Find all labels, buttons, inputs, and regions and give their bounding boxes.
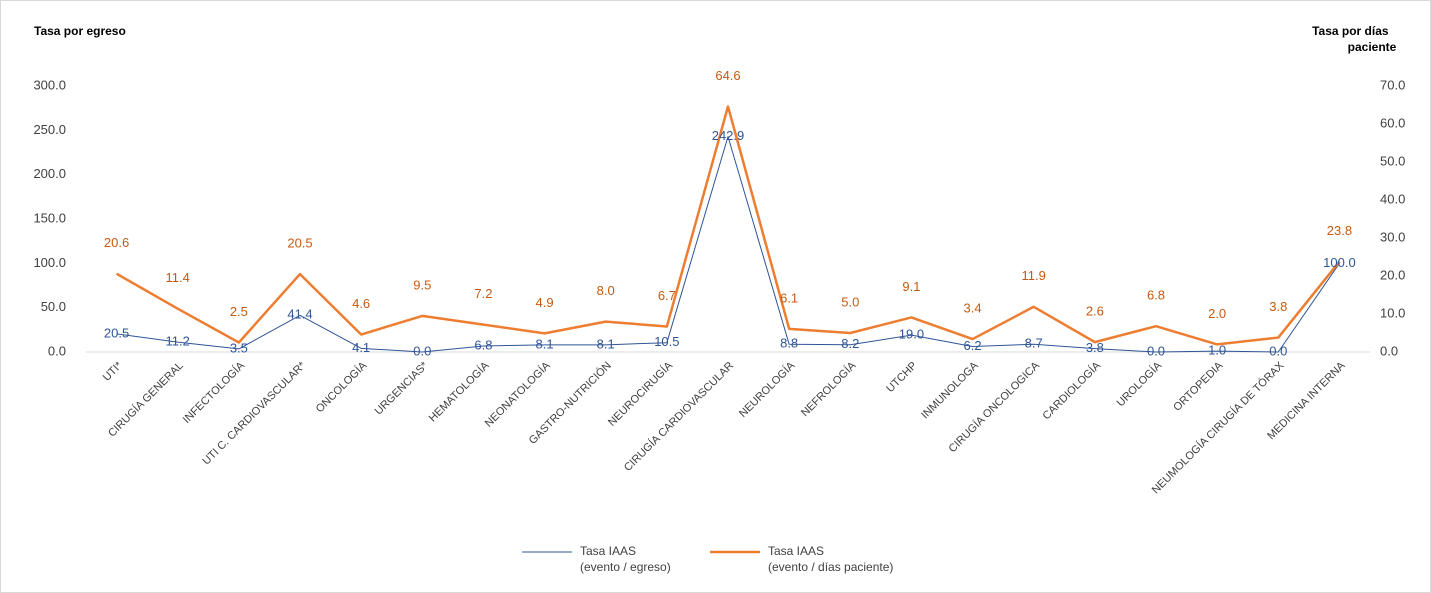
y2-tick-label: 60.0 [1380, 115, 1405, 130]
data-label: 6.7 [658, 288, 676, 303]
y-tick-label: 100.0 [33, 255, 66, 270]
data-label: 1.0 [1208, 343, 1226, 358]
data-label: 4.1 [352, 340, 370, 355]
data-label: 8.7 [1025, 336, 1043, 351]
legend-label: Tasa IAAS (evento / egreso) [580, 544, 671, 574]
data-label: 20.6 [104, 235, 129, 250]
data-label: 6.8 [474, 337, 492, 352]
data-label: 0.0 [413, 343, 431, 358]
data-label: 3.5 [230, 340, 248, 355]
data-label: 20.5 [287, 236, 312, 251]
series-line [116, 136, 1340, 353]
y-tick-label: 300.0 [33, 77, 66, 92]
y-tick-label: 250.0 [33, 122, 66, 137]
data-label: 64.6 [715, 68, 740, 83]
data-label: 9.5 [413, 277, 431, 292]
data-label: 19.0 [899, 327, 924, 342]
y-axis-label: Tasa por egreso [34, 24, 126, 38]
y2-tick-label: 50.0 [1380, 153, 1405, 168]
y2-tick-label: 0.0 [1380, 343, 1398, 358]
data-label: 0.0 [1147, 343, 1165, 358]
y2-tick-label: 70.0 [1380, 77, 1405, 92]
data-label: 100.0 [1323, 255, 1356, 270]
data-label: 3.8 [1269, 299, 1287, 314]
y2-tick-label: 20.0 [1380, 267, 1405, 282]
data-label: 9.1 [902, 279, 920, 294]
data-label: 3.4 [964, 301, 982, 316]
data-label: 2.0 [1208, 306, 1226, 321]
series-line [115, 105, 1341, 346]
data-label: 20.5 [104, 325, 129, 340]
data-label: 41.4 [287, 307, 312, 322]
data-label: 7.2 [474, 286, 492, 301]
y-tick-label: 200.0 [33, 166, 66, 181]
y-tick-label: 50.0 [41, 299, 66, 314]
data-label: 5.0 [841, 294, 859, 309]
data-label: 6.1 [780, 290, 798, 305]
data-label: 11.4 [166, 270, 190, 285]
y2-tick-label: 10.0 [1380, 305, 1405, 320]
data-label: 4.6 [352, 296, 370, 311]
y2-tick-label: 30.0 [1380, 229, 1405, 244]
data-label: 8.2 [841, 336, 859, 351]
data-label: 23.8 [1327, 223, 1352, 238]
data-label: 8.1 [536, 336, 554, 351]
legend-label: Tasa IAAS (evento / días paciente) [768, 544, 893, 574]
data-label: 4.9 [536, 295, 554, 310]
data-label: 242.9 [712, 128, 745, 143]
data-label: 8.0 [597, 283, 615, 298]
y-tick-label: 0.0 [48, 343, 66, 358]
data-label: 2.5 [230, 304, 248, 319]
data-label: 8.8 [780, 336, 798, 351]
data-label: 11.2 [166, 334, 190, 349]
data-label: 6.8 [1147, 288, 1165, 303]
data-label: 3.8 [1086, 340, 1104, 355]
data-label: 0.0 [1269, 343, 1287, 358]
data-label: 10.5 [654, 334, 679, 349]
data-label: 2.6 [1086, 304, 1104, 319]
data-label: 6.2 [964, 338, 982, 353]
y2-axis-label: Tasa por días paciente [1312, 24, 1397, 54]
data-label: 11.9 [1022, 268, 1046, 283]
data-label: 8.1 [597, 336, 615, 351]
y2-tick-label: 40.0 [1380, 191, 1405, 206]
y-tick-label: 150.0 [33, 210, 66, 225]
